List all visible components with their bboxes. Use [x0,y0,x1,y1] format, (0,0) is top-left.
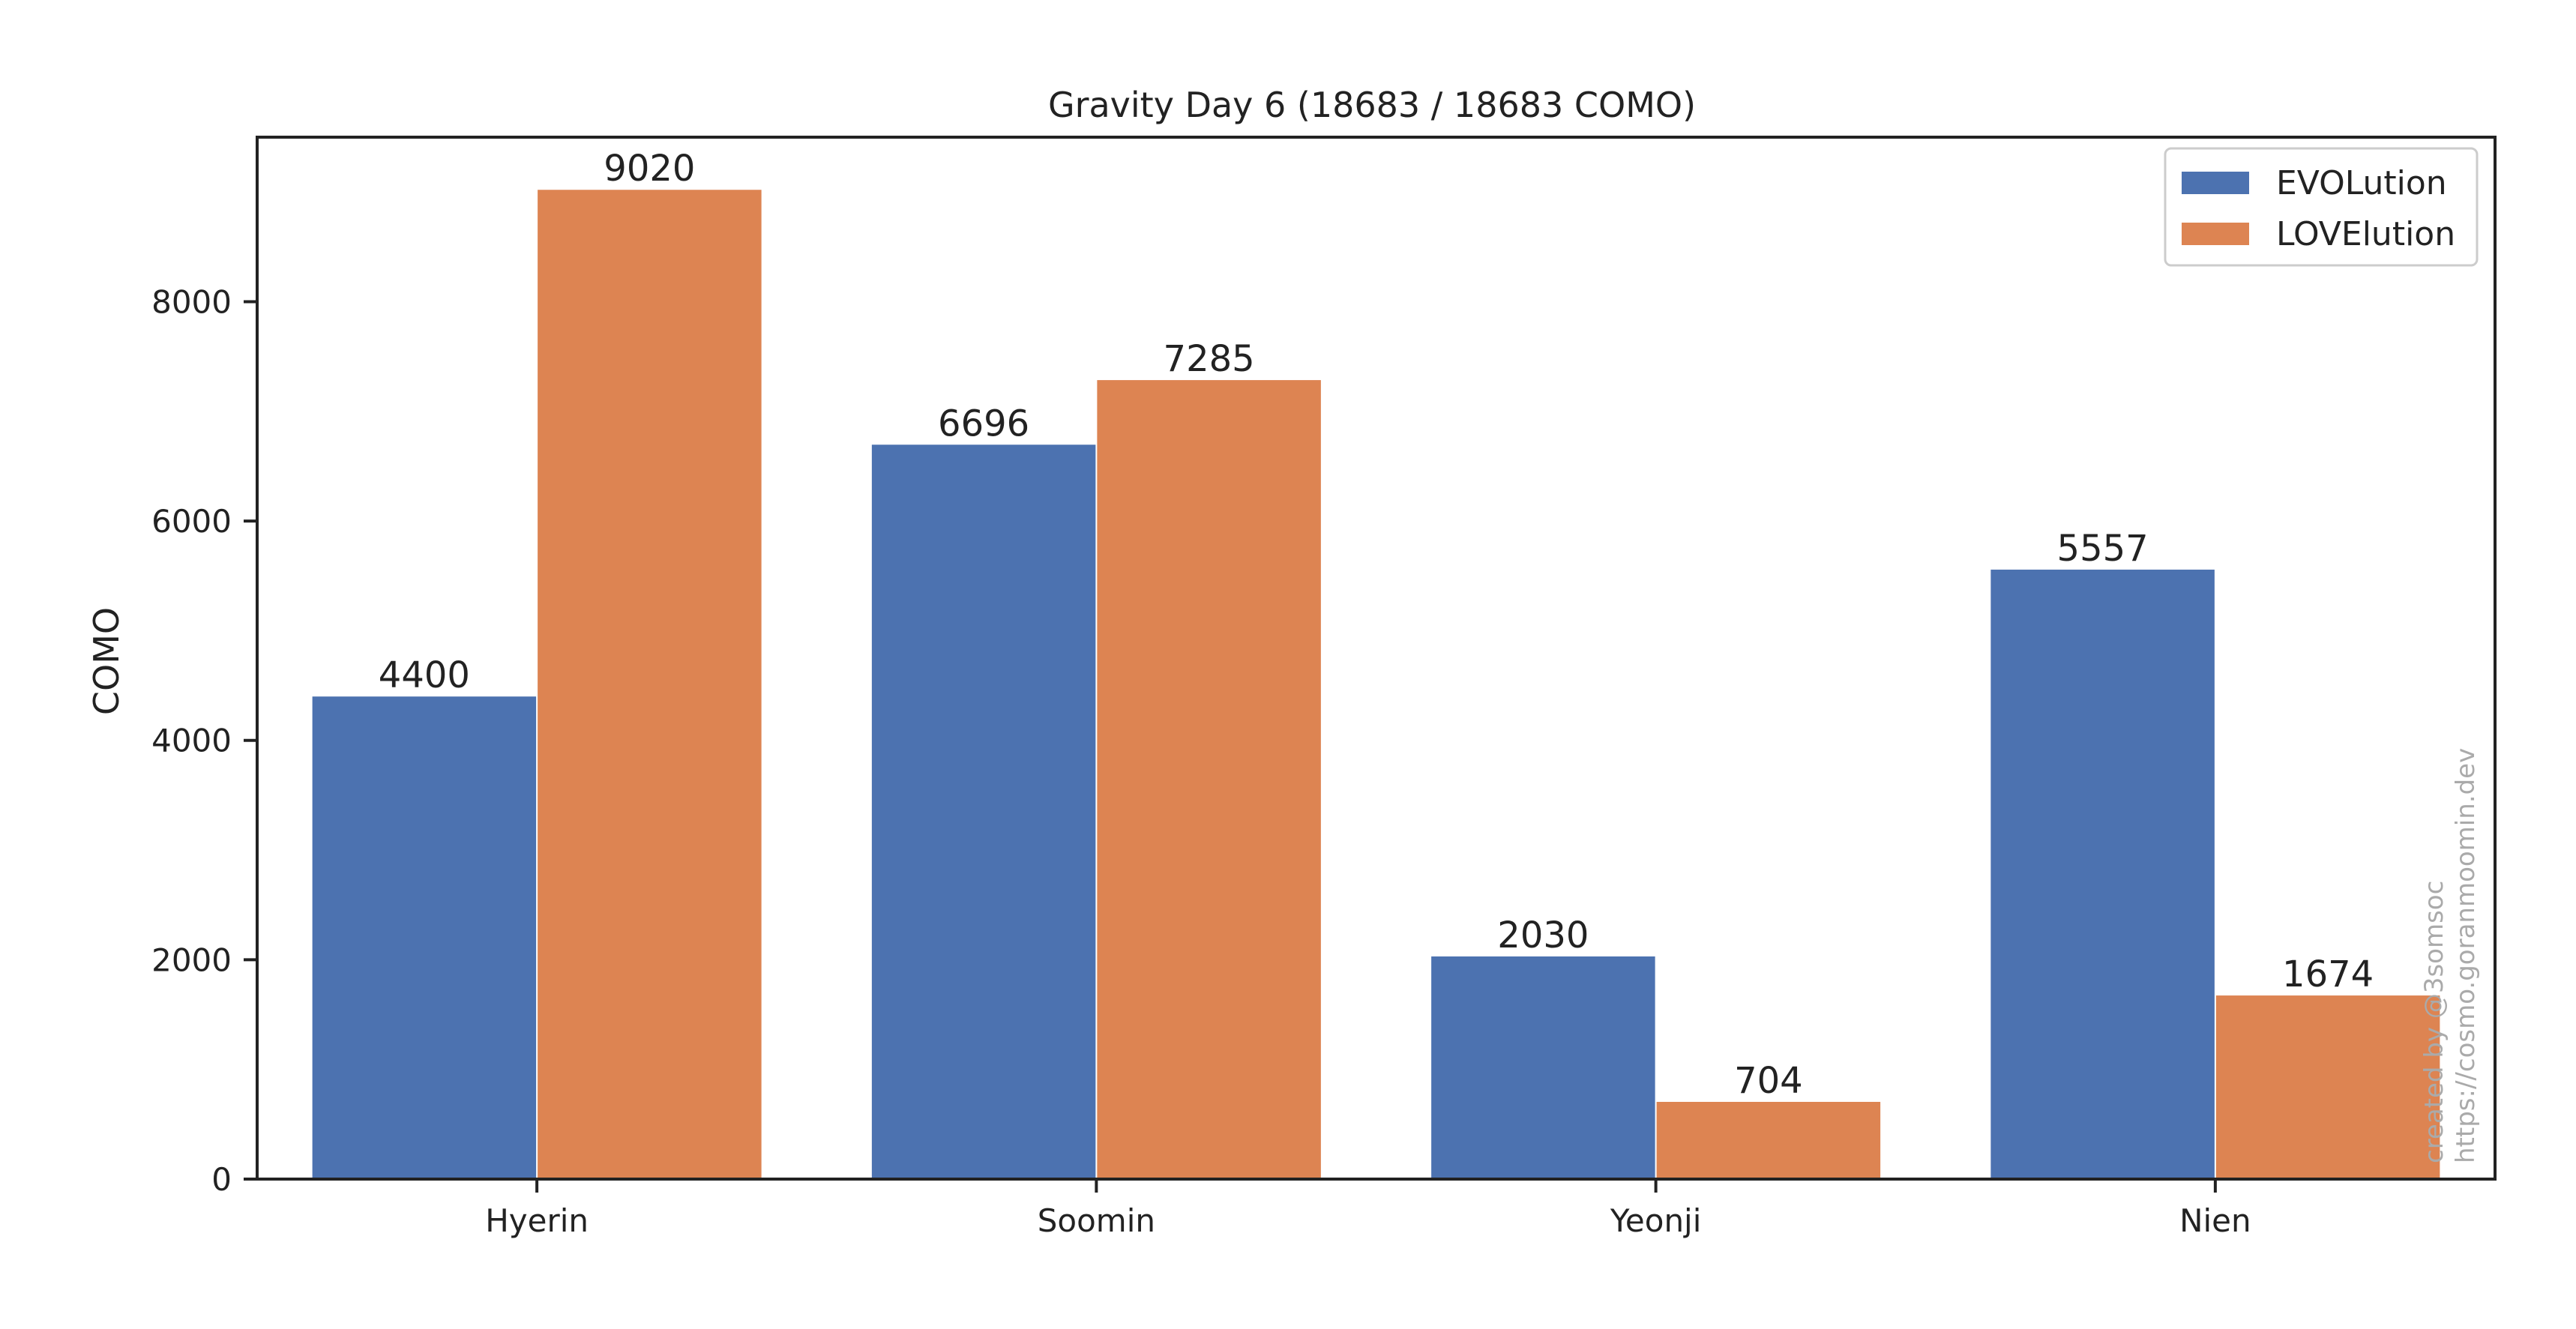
data-label-hyerin-evolution: 4400 [379,654,470,696]
x-tick-label-soomin: Soomin [1038,1202,1155,1239]
bar-hyerin-evolution [312,696,537,1179]
x-tick-label-nien: Nien [2179,1202,2251,1239]
data-label-soomin-lovelution: 7285 [1164,338,1255,380]
y-axis-ticks: 0 2000 4000 6000 8000 [151,283,257,1198]
data-label-yeonji-evolution: 2030 [1497,914,1589,956]
bar-nien-lovelution [2215,995,2440,1179]
y-tick-label-4000: 4000 [151,723,232,759]
plot-frame [256,136,2497,1181]
bar-nien-evolution [1990,569,2215,1179]
watermark-credit: created by @3somsoc [2419,881,2449,1163]
y-tick-label-8000: 8000 [151,283,232,320]
y-tick-label-6000: 6000 [151,503,232,540]
y-tick-label-2000: 2000 [151,941,232,978]
watermark-url: https://cosmo.goranmoomin.dev [2451,748,2481,1163]
data-label-soomin-evolution: 6696 [938,403,1029,444]
bar-hyerin-lovelution [538,190,762,1180]
bars-group [312,190,2440,1180]
bar-yeonji-lovelution [1656,1101,1881,1179]
x-axis-ticks: Hyerin Soomin Yeonji Nien [485,1179,2251,1239]
y-tick-label-0: 0 [211,1161,232,1198]
legend-swatch-evolution [2182,172,2249,194]
bar-yeonji-evolution [1431,956,1655,1179]
legend-swatch-lovelution [2182,223,2249,245]
legend-label-evolution: EVOLution [2276,164,2447,202]
x-tick-label-hyerin: Hyerin [485,1202,589,1239]
x-tick-label-yeonji: Yeonji [1610,1202,1702,1239]
bar-soomin-lovelution [1097,380,1321,1179]
data-labels-group: 4400 9020 6696 7285 2030 704 5557 1674 [379,148,2374,1102]
data-label-hyerin-lovelution: 9020 [604,148,695,190]
y-axis-label: COMO [86,607,127,715]
data-label-nien-lovelution: 1674 [2282,953,2374,995]
legend-label-lovelution: LOVElution [2276,215,2455,253]
data-label-yeonji-lovelution: 704 [1734,1060,1803,1102]
legend: EVOLution LOVElution [2164,147,2479,267]
data-label-nien-evolution: 5557 [2057,528,2149,570]
chart-title: Gravity Day 6 (18683 / 18683 COMO) [1048,85,1696,125]
bar-soomin-evolution [871,444,1096,1179]
